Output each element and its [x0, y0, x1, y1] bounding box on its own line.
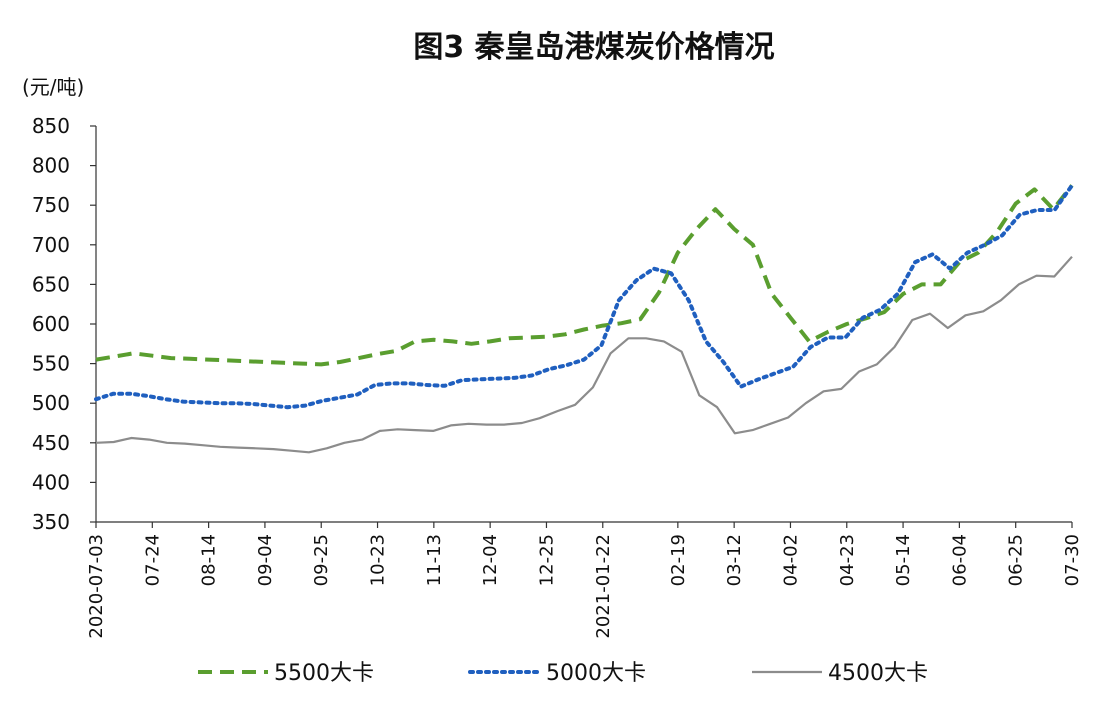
x-tick-label: 02-19: [668, 534, 689, 586]
x-tick-label: 09-04: [255, 534, 276, 586]
y-axis-unit-label: (元/吨): [22, 75, 84, 99]
y-tick-label: 550: [32, 352, 70, 376]
series-layer: [94, 183, 1074, 454]
y-axis: 850 800 750 700 650 600 550 500 450 400 350: [32, 114, 97, 534]
x-tick-label: 12-04: [480, 534, 501, 586]
y-tick-label: 450: [32, 431, 70, 455]
x-tick-label: 04-23: [837, 534, 858, 586]
x-tick-label: 05-14: [893, 534, 914, 586]
y-tick-label: 850: [32, 114, 70, 138]
y-tick-label: 750: [32, 193, 70, 217]
x-tick-label: 09-25: [311, 534, 332, 586]
legend-label: 4500大卡: [828, 661, 928, 686]
legend-label: 5500大卡: [274, 661, 374, 686]
y-tick-label: 500: [32, 391, 70, 415]
series-line-5000大卡: [94, 183, 1074, 410]
x-tick-label: 2021-01-22: [593, 534, 614, 639]
x-tick-label: 07-24: [142, 534, 163, 586]
x-tick-label: 11-13: [424, 534, 445, 586]
y-tick-label: 700: [32, 233, 70, 257]
x-tick-label: 04-02: [780, 534, 801, 586]
x-tick-label: 06-04: [949, 534, 970, 586]
y-tick-label: 650: [32, 272, 70, 296]
x-tick-label: 06-25: [1006, 534, 1027, 586]
y-tick-label: 400: [32, 470, 70, 494]
x-tick-label: 2020-07-03: [86, 534, 107, 639]
x-tick-label: 08-14: [199, 534, 220, 586]
chart-title: 图3 秦皇岛港煤炭价格情况: [413, 30, 774, 65]
x-tick-label: 10-23: [368, 534, 389, 586]
y-tick-label: 800: [32, 154, 70, 178]
series-line-4500大卡: [95, 255, 1073, 454]
x-axis: 2020-07-03 07-24 08-14 09-04 09-25 10-23 11-13…: [86, 521, 1083, 639]
series-line-5500大卡: [95, 184, 1074, 367]
x-tick-label: 12-25: [536, 534, 557, 586]
legend: 5500大卡 5000大卡 4500大卡: [198, 661, 928, 686]
legend-label: 5000大卡: [546, 661, 646, 686]
y-tick-label: 600: [32, 312, 70, 336]
y-tick-label: 350: [32, 510, 70, 534]
x-tick-label: 03-12: [724, 534, 745, 586]
x-tick-label: 07-30: [1062, 534, 1083, 586]
